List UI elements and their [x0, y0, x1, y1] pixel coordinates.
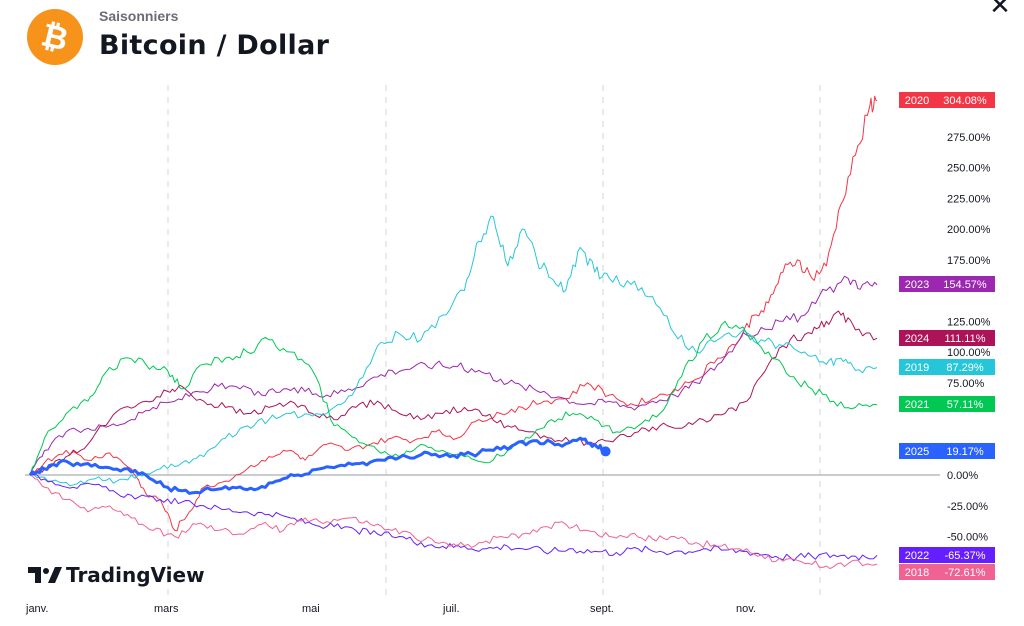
x-tick-label: juil.: [442, 603, 460, 615]
y-tick-label: 175.00%: [947, 255, 991, 267]
series-year-label: 2023: [905, 279, 929, 291]
x-tick-label: nov.: [736, 603, 756, 615]
series-endpoint-2025: [600, 446, 611, 457]
y-tick-label: 0.00%: [947, 470, 978, 482]
series-year-badge-2021: [899, 396, 935, 412]
series-value-label: -65.37%: [945, 550, 986, 562]
series-value-label: 111.11%: [945, 333, 986, 345]
series-year-badge-2019: [899, 359, 935, 375]
series-year-label: 2021: [905, 399, 929, 411]
series-line-2022[interactable]: [29, 473, 878, 562]
series-line-2018[interactable]: [29, 474, 878, 570]
series-year-label: 2020: [905, 95, 929, 107]
y-tick-label: 275.00%: [947, 132, 991, 144]
series-value-label: 154.57%: [943, 279, 987, 291]
bitcoin-symbol: ₿: [37, 15, 73, 59]
chart-title: Bitcoin / Dollar: [99, 30, 330, 61]
series-value-badge-2021: [935, 396, 995, 412]
series-year-badge-2022: [899, 547, 935, 563]
series-value-badge-2025: [935, 443, 995, 459]
bitcoin-logo-icon: ₿: [27, 9, 83, 65]
tradingview-wordmark: TradingView: [66, 563, 205, 587]
x-tick-label: mars: [154, 603, 179, 615]
series-year-label: 2022: [905, 550, 929, 562]
series-value-badge-2020: [935, 92, 995, 108]
y-tick-label: 75.00%: [947, 378, 985, 390]
tradingview-logo: TradingView: [28, 563, 205, 587]
series-value-badge-2018: [935, 564, 995, 580]
x-tick-label: janv.: [25, 603, 48, 615]
series-year-badge-2023: [899, 276, 935, 292]
close-icon[interactable]: ✕: [989, 0, 1011, 21]
y-tick-label: 200.00%: [947, 224, 991, 236]
series-line-2024[interactable]: [29, 310, 878, 476]
y-tick-label: 125.00%: [947, 316, 991, 328]
series-year-badge-2025: [899, 443, 935, 459]
y-tick-label: 100.00%: [947, 347, 991, 359]
series-year-label: 2025: [905, 446, 929, 458]
series-value-badge-2022: [935, 547, 995, 563]
series-line-2019[interactable]: [30, 215, 878, 487]
series-value-label: 19.17%: [946, 446, 984, 458]
chart-subtitle: Saisonniers: [99, 8, 179, 24]
y-tick-label: 250.00%: [947, 163, 991, 175]
y-tick-label: -25.00%: [947, 501, 988, 513]
series-year-badge-2018: [899, 564, 935, 580]
y-tick-label: 225.00%: [947, 193, 991, 205]
series-line-2023[interactable]: [29, 275, 878, 476]
series-value-label: -72.61%: [945, 567, 986, 579]
series-year-label: 2024: [905, 333, 929, 345]
chart-header: ₿ Saisonniers Bitcoin / Dollar: [0, 0, 1024, 80]
x-tick-label: sept.: [590, 603, 614, 615]
series-value-label: 87.29%: [946, 362, 984, 374]
series-value-label: 57.11%: [947, 399, 984, 411]
tradingview-mark-icon: [28, 567, 62, 583]
series-value-badge-2023: [935, 276, 995, 292]
series-value-label: 304.08%: [943, 95, 987, 107]
series-line-2021[interactable]: [29, 320, 878, 476]
y-tick-label: -50.00%: [947, 532, 988, 544]
series-year-badge-2020: [899, 92, 935, 108]
x-tick-label: mai: [302, 603, 320, 615]
series-value-badge-2019: [935, 359, 995, 375]
series-year-label: 2019: [905, 362, 929, 374]
series-line-2020[interactable]: [29, 95, 878, 532]
series-year-label: 2018: [905, 567, 929, 579]
series-value-badge-2024: [935, 330, 995, 346]
series-line-2025[interactable]: [28, 436, 607, 495]
series-year-badge-2024: [899, 330, 935, 346]
